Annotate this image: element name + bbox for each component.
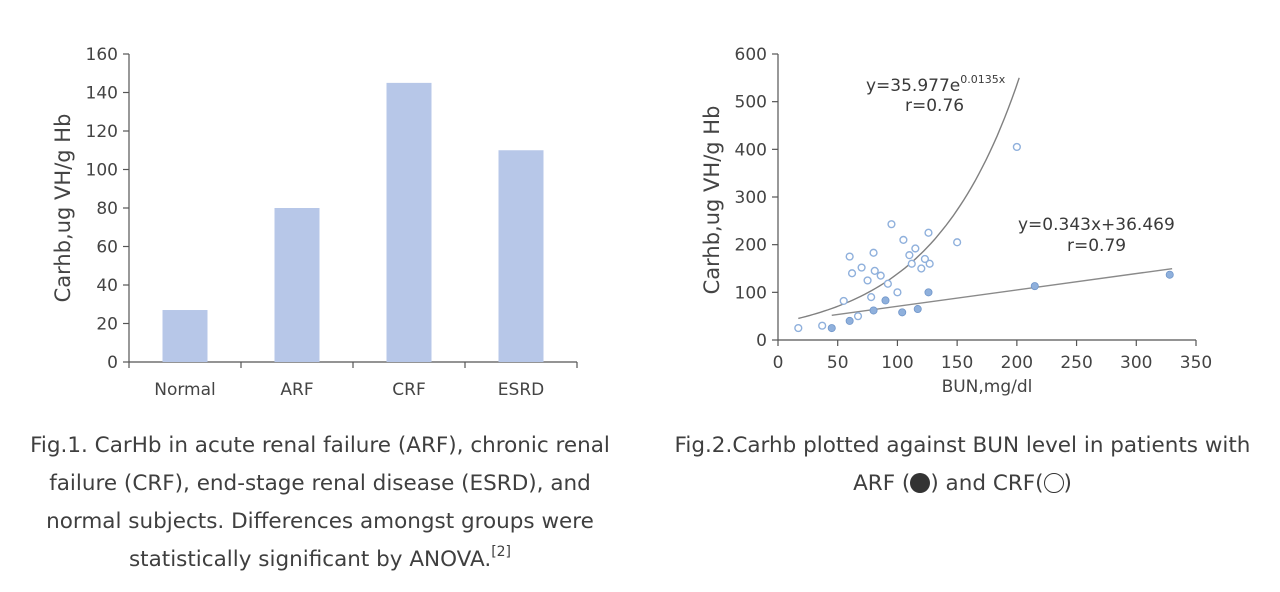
y-tick-label: 500 — [735, 93, 767, 113]
arf-data-point — [881, 296, 890, 305]
crf-data-point — [876, 271, 885, 280]
x-tick-label: 150 — [941, 353, 973, 373]
crf-data-point — [907, 259, 916, 268]
crf-data-point — [863, 276, 872, 285]
x-tick-label: 0 — [773, 353, 784, 373]
arf-data-point — [913, 305, 922, 314]
scatter-chart: 0 100 200 300 400 500 600 0 50 100 150 200 250 300 350… — [700, 45, 1212, 397]
y-axis-title: Carhb,ug VH/g Hb — [51, 114, 75, 303]
linear-fit-equation: y=0.343x+36.469 — [1018, 215, 1175, 235]
caption-text: ) and CRF( — [930, 471, 1044, 496]
arf-data-point — [898, 308, 907, 317]
crf-data-point — [911, 244, 920, 253]
crf-data-point — [867, 293, 876, 302]
crf-data-point — [917, 264, 926, 273]
crf-data-point — [893, 288, 902, 297]
crf-data-point — [1012, 142, 1021, 152]
y-tick-label: 120 — [86, 122, 118, 142]
crf-data-point — [924, 228, 933, 237]
open-circle-icon — [1043, 473, 1064, 493]
crf-data-point — [870, 266, 879, 275]
y-tick-label: 20 — [96, 315, 118, 335]
y-tick-label: 0 — [756, 331, 767, 351]
x-tick-label: 300 — [1120, 353, 1152, 373]
y-tick-label: 200 — [735, 236, 767, 256]
x-tick-label: 100 — [881, 353, 913, 373]
crf-data-point — [857, 263, 866, 272]
x-tick-label: 50 — [827, 353, 849, 373]
y-tick-label: 100 — [735, 283, 767, 303]
exponential-fit-equation: y=35.977e0.0135x — [866, 73, 1006, 96]
figure2-caption-line: Fig.2.Carhb plotted against BUN level in… — [674, 433, 1251, 458]
y-axis-title: Carhb,ug VH/g Hb — [700, 106, 724, 295]
crf-data-point — [853, 312, 863, 321]
crf-data-point — [920, 254, 929, 264]
y-tick-label: 600 — [735, 45, 767, 65]
arf-data-point — [924, 288, 933, 297]
y-tick-label: 100 — [86, 161, 118, 181]
arf-data-point — [1030, 282, 1039, 291]
bar — [386, 82, 432, 362]
arf-data-point — [1165, 270, 1174, 279]
y-tick-label: 300 — [735, 188, 767, 208]
y-tick-label: 160 — [86, 45, 118, 65]
figure1-caption-line: failure (CRF), end-stage renal disease (… — [49, 471, 591, 496]
crf-data-point — [883, 279, 892, 288]
figure1-caption-line: Fig.1. CarHb in acute renal failure (ARF… — [30, 433, 610, 458]
crf-data-point — [899, 235, 908, 245]
arf-data-point — [869, 306, 878, 315]
exponential-fit-r-value: r=0.76 — [905, 96, 964, 116]
bar — [162, 310, 208, 362]
arf-data-point — [827, 324, 836, 333]
equation-exponent: 0.0135x — [960, 73, 1005, 86]
x-axis-title: BUN,mg/dl — [942, 377, 1033, 397]
bar — [274, 208, 320, 362]
y-tick-label: 40 — [96, 276, 118, 296]
x-tick-label: ARF — [280, 380, 313, 400]
x-tick-label: 350 — [1180, 353, 1212, 373]
crf-data-point — [953, 238, 962, 247]
crf-data-point — [794, 323, 803, 333]
x-tick-label: 200 — [1001, 353, 1033, 373]
crf-data-point — [905, 251, 914, 260]
crf-data-point — [925, 259, 934, 268]
y-tick-label: 140 — [86, 84, 118, 104]
y-tick-label: 0 — [107, 353, 118, 373]
x-tick-label: CRF — [392, 380, 425, 400]
caption-text: ARF ( — [853, 471, 911, 496]
caption-text: ) — [1063, 471, 1072, 496]
linear-fit-line — [831, 267, 1173, 316]
crf-data-point — [839, 296, 848, 306]
crf-data-point — [847, 269, 857, 278]
arf-data-point — [845, 316, 854, 325]
y-tick-label: 400 — [735, 140, 767, 160]
crf-data-point — [869, 248, 878, 257]
equation-base: y=35.977e — [866, 76, 960, 96]
x-tick-label: 250 — [1060, 353, 1092, 373]
figure2-caption: Fig.2.Carhb plotted against BUN level in… — [645, 427, 1280, 503]
figure1-caption-line: normal subjects. Differences amongst gro… — [46, 509, 594, 534]
x-tick-label: Normal — [154, 380, 216, 400]
y-tick-label: 80 — [96, 199, 118, 219]
crf-data-point — [845, 252, 854, 261]
figure1-caption-line: statistically significant by ANOVA.[2] — [0, 541, 640, 579]
figure2-caption-line: ARF ( ) and CRF() — [645, 465, 1280, 503]
reference-marker: [2] — [491, 543, 512, 560]
filled-circle-icon — [910, 473, 931, 493]
crf-data-point — [818, 321, 827, 330]
crf-data-point — [887, 220, 896, 229]
y-tick-label: 60 — [96, 238, 118, 258]
linear-fit-r-value: r=0.79 — [1067, 236, 1126, 256]
bar — [498, 150, 544, 362]
figure1-caption: Fig.1. CarHb in acute renal failure (ARF… — [0, 427, 640, 579]
figure1-caption-text: statistically significant by ANOVA. — [128, 547, 492, 572]
x-tick-label: ESRD — [498, 380, 544, 400]
bar-chart: 0 20 40 60 80 100 120 140 160 Normal ARF CRF ESRD Car… — [51, 45, 578, 400]
